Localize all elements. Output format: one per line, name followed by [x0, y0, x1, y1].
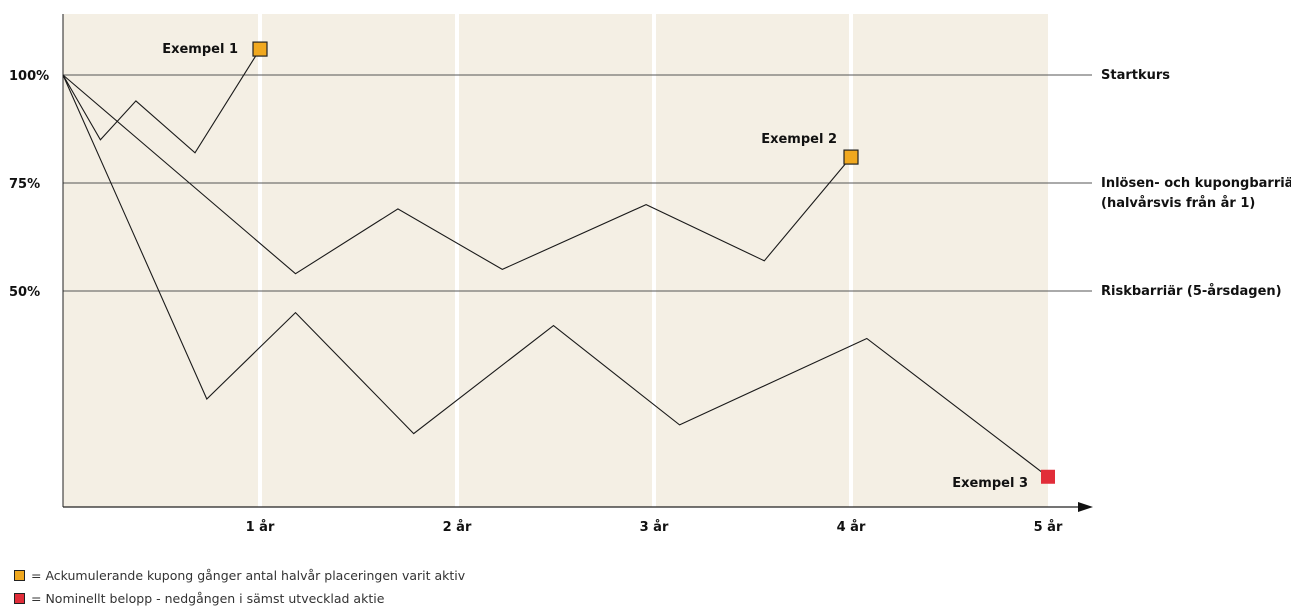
series-marker [843, 149, 859, 165]
reference-label: Riskbarriär (5-årsdagen) [1101, 284, 1282, 299]
plot-background [63, 14, 1048, 507]
chart: Startkurs Inlösen- och kupongbarriär (halv… [9, 14, 1291, 535]
series-line [62, 48, 261, 154]
legend-text-nominal: = Nominellt belopp - nedgången i sämst u… [31, 591, 385, 606]
x-tick-label: 5 år [1034, 520, 1063, 535]
x-axis-arrow [1078, 502, 1093, 512]
series-marker [1041, 469, 1055, 484]
x-tick-label: 1 år [246, 520, 275, 535]
legend-item-coupon: = Ackumulerande kupong gånger antal halv… [14, 568, 465, 583]
y-tick-label: 100% [9, 69, 49, 84]
legend-text-coupon: = Ackumulerande kupong gånger antal halv… [31, 568, 466, 583]
marker-label: Exempel 2 [761, 132, 837, 147]
legend-swatch-orange [14, 570, 25, 581]
y-tick-label: 50% [9, 285, 40, 300]
x-tick-label: 4 år [837, 520, 866, 535]
y-tick-label: 75% [9, 177, 40, 192]
legend-swatch-red [14, 593, 25, 604]
series-line [62, 74, 852, 275]
reference-label-sub: (halvårsvis från år 1) [1101, 196, 1255, 211]
series-line [62, 74, 1049, 478]
x-tick-label: 3 år [640, 520, 669, 535]
legend-item-nominal: = Nominellt belopp - nedgången i sämst u… [14, 591, 384, 606]
marker-label: Exempel 1 [162, 42, 238, 57]
marker-label: Exempel 3 [952, 476, 1028, 491]
series-marker [252, 41, 268, 57]
reference-label: Startkurs [1101, 68, 1170, 83]
x-tick-label: 2 år [443, 520, 472, 535]
reference-label: Inlösen- och kupongbarriär [1101, 176, 1291, 191]
